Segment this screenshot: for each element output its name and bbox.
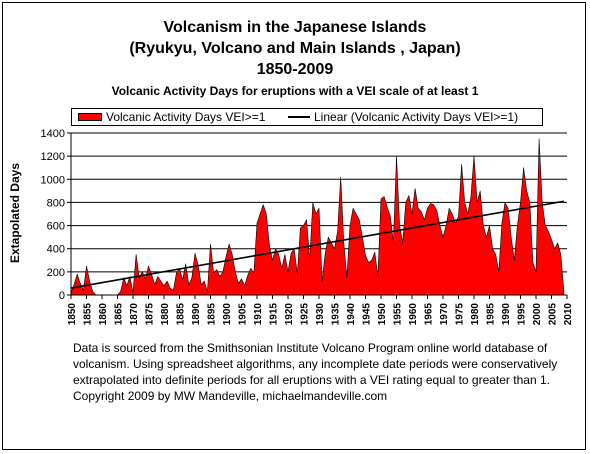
- x-tick-label: 1980: [470, 303, 481, 326]
- chart-title: Volcanism in the Japanese Islands: [163, 19, 427, 36]
- legend-area-swatch: [78, 112, 102, 121]
- x-tick-label: 1905: [238, 303, 249, 326]
- legend-label-activity: Volcanic Activity Days VEI>=1: [106, 110, 266, 124]
- y-tick-label: 1400: [41, 128, 65, 140]
- footnote: Data is sourced from the Smithsonian Ins…: [73, 341, 558, 403]
- legend-entry-activity: Volcanic Activity Days VEI>=1: [78, 109, 265, 125]
- legend-line-swatch: [288, 115, 310, 118]
- x-tick-label: 1860: [98, 303, 109, 326]
- y-tick-labels: 0 200 400 600 800 1000 1200 1400: [41, 128, 65, 302]
- x-tick-label: 1920: [284, 303, 295, 326]
- x-tick-label: 1880: [160, 303, 171, 326]
- x-tick-label: 1945: [362, 303, 373, 326]
- x-tick-label: 1925: [300, 303, 311, 326]
- x-tick-label: 1870: [129, 303, 140, 326]
- chart-legend: Volcanic Activity Days VEI>=1 Linear (Vo…: [71, 108, 543, 126]
- chart-frame: Volcanism in the Japanese Islands (Ryuky…: [2, 2, 586, 450]
- x-tick-label: 2005: [548, 303, 559, 326]
- x-tick-label: 1950: [377, 303, 388, 326]
- x-tick-label: 1985: [486, 303, 497, 326]
- x-tick-label: 1935: [331, 303, 342, 326]
- chart-subtitle-line-1: (Ryukyu, Volcano and Main Islands , Japa…: [129, 40, 461, 57]
- x-tick-label: 1970: [439, 303, 450, 326]
- x-tick-label: 1960: [408, 303, 419, 326]
- x-tick-label: 1930: [315, 303, 326, 326]
- x-tick-label: 1855: [83, 303, 94, 326]
- y-tick-label: 200: [47, 267, 65, 279]
- y-tick-label: 0: [59, 290, 65, 302]
- axes: [70, 133, 568, 299]
- x-tick-label: 1875: [145, 303, 156, 326]
- x-tick-label: 1940: [346, 303, 357, 326]
- legend-label-linear: Linear (Volcanic Activity Days VEI>=1): [314, 110, 519, 124]
- chart-subtitle-line-2: 1850-2009: [256, 61, 334, 78]
- x-tick-label: 1885: [176, 303, 187, 326]
- x-tick-label: 1990: [501, 303, 512, 326]
- y-tick-label: 1000: [41, 174, 65, 186]
- chart-subtitle-2: Volcanic Activity Days for eruptions wit…: [111, 84, 479, 98]
- legend-entry-linear: Linear (Volcanic Activity Days VEI>=1): [288, 109, 518, 125]
- y-tick-label: 600: [47, 221, 65, 233]
- x-tick-label: 1900: [222, 303, 233, 326]
- x-tick-label: 1915: [269, 303, 280, 326]
- trend-series: [70, 200, 565, 289]
- x-tick-label: 1910: [253, 303, 264, 326]
- x-tick-label: 1995: [517, 303, 528, 326]
- x-tick-label: 1955: [393, 303, 404, 326]
- x-tick-label: 1895: [207, 303, 218, 326]
- y-tick-label: 400: [47, 244, 65, 256]
- x-tick-label: 1965: [424, 303, 435, 326]
- linear-trend-line: [70, 200, 565, 289]
- y-tick-label: 1200: [41, 151, 65, 163]
- x-tick-label: 1865: [114, 303, 125, 326]
- y-tick-label: 800: [47, 197, 65, 209]
- x-tick-labels: 1850 1855 1860 1865 1870 1875 1880 1885 1890 1895…: [67, 303, 574, 326]
- x-tick-label: 1975: [455, 303, 466, 326]
- x-tick-label: 2000: [532, 303, 543, 326]
- x-tick-label: 2010: [563, 303, 574, 326]
- chart-titles: Volcanism in the Japanese Islands (Ryuky…: [3, 17, 587, 100]
- x-tick-label: 1850: [67, 303, 78, 326]
- x-tick-label: 1890: [191, 303, 202, 326]
